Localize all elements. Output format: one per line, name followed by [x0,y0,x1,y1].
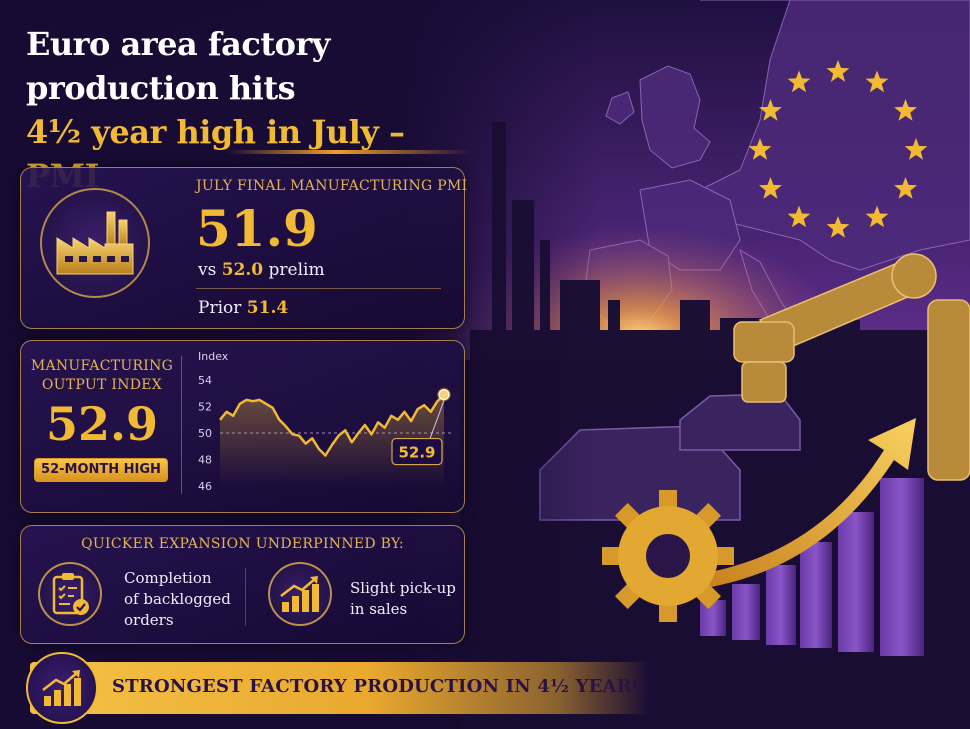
headline-underline [226,150,471,154]
chart-area [220,394,444,486]
banner-icon-circle [26,652,98,724]
chart-callout-leader [429,400,445,439]
chart-callout-label: 52.9 [398,444,435,462]
chart-y-axis-label: Index [198,350,229,363]
bottom-banner [30,662,650,714]
reasons-divider [245,568,246,626]
rising-bars-icon [42,670,81,706]
output-label: MANUFACTURING OUTPUT INDEX [26,357,178,395]
reason-sales: Slight pick-up in sales [350,578,460,620]
chart-y-tick-label: 52 [198,401,212,414]
pmi-prior: Prior 51.4 [198,298,288,318]
output-value: 52.9 [45,397,159,451]
chart-y-tick-label: 50 [198,427,212,440]
clipboard-icon-circle [38,562,102,626]
factory-icon-circle [40,188,150,298]
chart-callout-box [391,437,443,466]
pmi-vs-prelim: vs 52.0 prelim [198,260,325,280]
output-line-chart: Index 46 48 50 52 54 52.9 [198,350,452,493]
output-divider [181,356,182,494]
reason1-line1: Completion [124,569,212,587]
sales-icon-circle [268,562,332,626]
expansion-title: QUICKER EXPANSION UNDERPINNED BY: [81,536,404,552]
vs-value: 52.0 [221,260,264,280]
reason2-line1: Slight pick-up [350,579,456,597]
pmi-value: 51.9 [196,199,318,258]
pmi-divider [196,288,441,289]
factory-icon [56,211,134,275]
chart-y-tick-label: 48 [198,454,212,467]
reason2-line2: in sales [350,600,408,618]
output-label-line2: OUTPUT INDEX [41,377,163,393]
prior-label: Prior [198,298,242,318]
high-badge: 52-MONTH HIGH [34,458,168,482]
reason-backlogged-orders: Completion of backlogged orders [124,568,244,631]
vs-suffix: prelim [268,260,325,280]
output-label-line1: MANUFACTURING [30,358,174,374]
reason1-line3: orders [124,611,174,629]
reason1-line2: of backlogged [124,590,231,608]
headline-line1: Euro area factory [26,25,330,63]
chart-y-tick-label: 54 [198,374,212,387]
vs-prefix: vs [198,260,217,280]
chart-last-point [438,388,450,401]
clipboard-check-icon [52,573,89,615]
banner-text: STRONGEST FACTORY PRODUCTION IN 4½ YEARS [112,676,646,697]
prior-value: 51.4 [246,298,289,318]
rising-bars-icon [280,576,319,612]
chart-y-tick-label: 46 [198,480,212,493]
headline: Euro area factory production hits 4½ yea… [26,22,466,198]
chart-series-line [219,393,445,457]
pmi-label: JULY FINAL MANUFACTURING PMI [196,178,468,194]
headline-line2: production hits [26,69,296,107]
